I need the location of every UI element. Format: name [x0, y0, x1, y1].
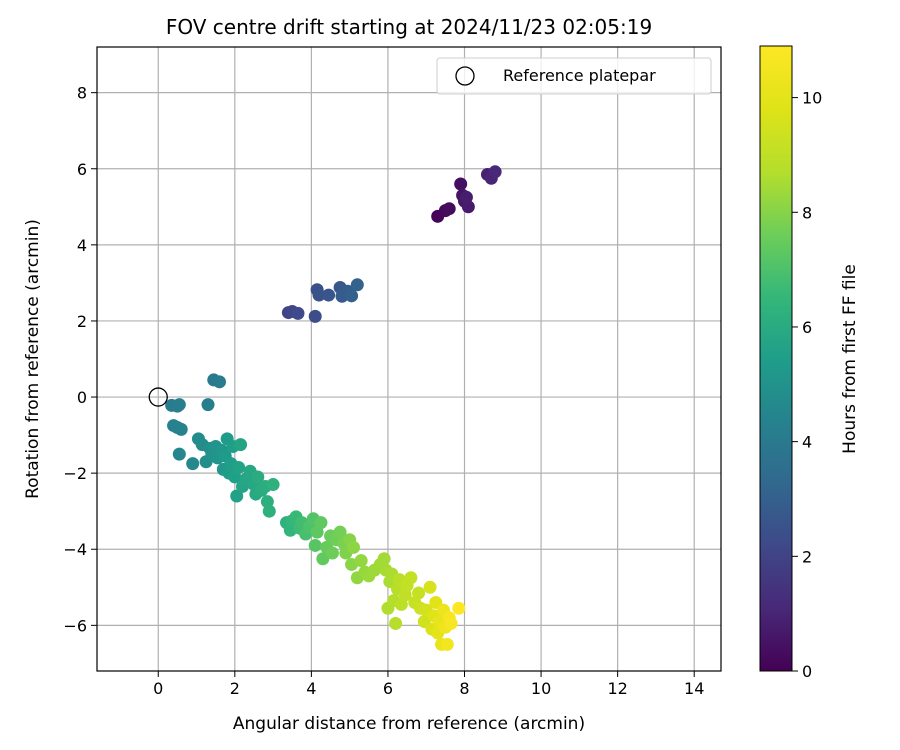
- data-point: [452, 601, 466, 615]
- data-point: [488, 165, 502, 179]
- data-point: [213, 375, 227, 389]
- y-tick-label: 4: [77, 236, 87, 255]
- plot-frame: [96, 46, 722, 672]
- data-point: [232, 460, 246, 474]
- data-point: [442, 202, 456, 216]
- legend-marker: [455, 66, 475, 86]
- data-point: [266, 478, 280, 492]
- colorbar-tick-label: 0: [802, 662, 812, 681]
- data-point: [389, 616, 403, 630]
- data-point: [308, 309, 322, 323]
- data-point: [230, 489, 244, 503]
- data-point: [444, 616, 458, 630]
- y-tick-label: 0: [77, 388, 87, 407]
- colorbar-tick-label: 8: [802, 203, 812, 222]
- legend: Reference platepar: [436, 57, 712, 95]
- data-point: [322, 288, 336, 302]
- data-point: [346, 540, 360, 554]
- legend-box: [436, 57, 712, 95]
- data-point: [333, 525, 347, 539]
- x-tick-label: 14: [684, 679, 704, 698]
- data-point: [325, 546, 339, 560]
- data-point: [262, 504, 276, 518]
- colorbar-tick-label: 6: [802, 318, 812, 337]
- data-point: [377, 552, 391, 566]
- colorbar-tick-label: 2: [802, 547, 812, 566]
- colorbar-tick-label: 10: [802, 89, 822, 108]
- x-axis-ticks: 0 2 4 6 8 10 12 14: [153, 671, 704, 698]
- y-axis-label: Rotation from reference (arcmin): [23, 219, 43, 499]
- y-tick-label: 2: [77, 312, 87, 331]
- data-points: [165, 165, 502, 651]
- y-tick-label: −6: [63, 616, 87, 635]
- colorbar-tick-label: 4: [802, 433, 812, 452]
- y-tick-label: −4: [63, 540, 87, 559]
- data-point: [423, 580, 437, 594]
- data-point: [251, 470, 265, 484]
- data-point: [440, 637, 454, 651]
- data-point: [201, 398, 215, 412]
- y-tick-label: −2: [63, 464, 87, 483]
- data-point: [404, 571, 418, 585]
- x-tick-label: 0: [153, 679, 163, 698]
- grid-lines: [97, 47, 721, 671]
- data-point: [412, 586, 426, 600]
- reference-platepar-marker: [148, 387, 168, 407]
- colorbar-gradient: [759, 45, 793, 672]
- data-point: [174, 422, 188, 436]
- x-tick-label: 2: [230, 679, 240, 698]
- legend-label: Reference platepar: [503, 66, 656, 85]
- data-point: [314, 516, 328, 530]
- y-tick-label: 8: [77, 84, 87, 103]
- colorbar: 0 2 4 6 8 10 Hours from first FF file: [759, 45, 860, 681]
- y-axis-ticks: −6 −4 −2 0 2 4 6 8: [63, 84, 97, 635]
- data-point: [312, 288, 326, 302]
- data-point: [354, 554, 368, 568]
- data-point: [291, 306, 305, 320]
- x-axis-label: Angular distance from reference (arcmin): [233, 714, 585, 734]
- colorbar-label: Hours from first FF file: [840, 264, 860, 454]
- data-point: [345, 289, 359, 303]
- data-point: [172, 398, 186, 412]
- data-point: [172, 447, 186, 461]
- data-point: [186, 457, 200, 471]
- data-point: [234, 438, 248, 452]
- x-tick-label: 6: [383, 679, 393, 698]
- data-point: [459, 190, 473, 204]
- x-tick-label: 4: [306, 679, 316, 698]
- chart-title: FOV centre drift starting at 2024/11/23 …: [166, 15, 652, 39]
- y-tick-label: 6: [77, 160, 87, 179]
- x-tick-label: 10: [531, 679, 551, 698]
- colorbar-ticks: 0 2 4 6 8 10: [792, 89, 822, 681]
- x-tick-label: 8: [459, 679, 469, 698]
- x-tick-label: 12: [607, 679, 627, 698]
- data-point: [350, 278, 364, 292]
- data-point: [454, 177, 468, 191]
- data-point: [316, 552, 330, 566]
- data-point: [308, 538, 322, 552]
